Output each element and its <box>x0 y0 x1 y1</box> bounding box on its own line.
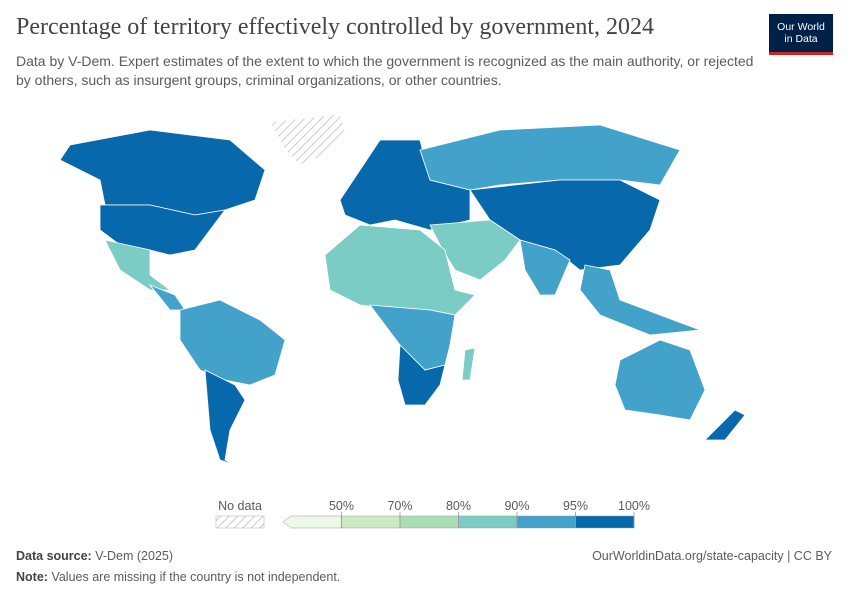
africa-north <box>324 224 476 316</box>
logo-line: in Data <box>784 33 818 45</box>
url[interactable]: OurWorldinData.org/state-capacity | CC B… <box>592 549 832 563</box>
new-zealand <box>704 409 746 441</box>
india <box>519 239 571 296</box>
mexico <box>104 239 172 291</box>
legend: No data 50% 70% 80% 90% 95% 100% <box>215 499 650 529</box>
australia <box>614 339 706 421</box>
legend-bin <box>282 515 342 529</box>
canada <box>59 129 266 216</box>
south-america-south <box>204 369 246 466</box>
legend-tick-label: 80% <box>446 499 471 513</box>
africa-south <box>397 344 446 406</box>
greenland <box>269 113 346 166</box>
south-america-north <box>179 299 286 386</box>
title: Percentage of territory effectively cont… <box>16 14 654 40</box>
russia <box>419 124 681 191</box>
source-text: V-Dem (2025) <box>95 549 174 563</box>
legend-tick-label: 50% <box>329 499 354 513</box>
no-data-label: No data <box>218 499 262 513</box>
subtitle: Data by V-Dem. Expert estimates of the e… <box>16 53 754 88</box>
legend-bin <box>341 515 401 529</box>
madagascar <box>461 347 476 381</box>
logo-line: Our World <box>777 21 825 33</box>
countries <box>59 113 746 466</box>
legend-tick-label: 100% <box>618 499 650 513</box>
source-label: Data source: <box>16 549 92 563</box>
logo[interactable]: Our World in Data <box>769 14 833 55</box>
legend-tick-label: 70% <box>387 499 412 513</box>
note-text: Values are missing if the country is not… <box>51 570 341 584</box>
se-asia <box>579 264 701 336</box>
legend-bin <box>575 515 635 529</box>
legend-bin <box>399 515 459 529</box>
legend-tick-label: 95% <box>563 499 588 513</box>
legend-bin <box>516 515 576 529</box>
no-data-swatch <box>215 515 265 529</box>
note: Note: Values are missing if the country … <box>16 570 340 584</box>
note-label: Note: <box>16 570 48 584</box>
usa <box>99 204 226 256</box>
source: Data source: V-Dem (2025) <box>16 549 173 563</box>
map <box>59 113 746 466</box>
europe <box>339 139 471 231</box>
legend-tick-label: 90% <box>504 499 529 513</box>
legend-bin <box>458 515 518 529</box>
